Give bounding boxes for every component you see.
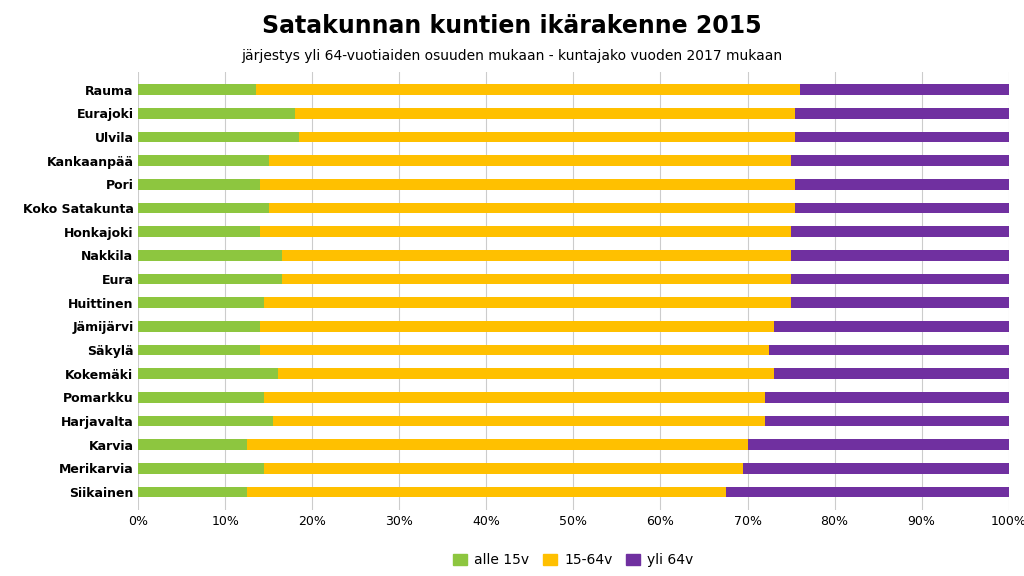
Bar	[260, 321, 774, 332]
Bar	[278, 369, 774, 379]
Bar	[282, 250, 791, 261]
Bar	[247, 487, 726, 497]
Bar	[769, 344, 1009, 355]
Bar	[792, 297, 1009, 308]
Bar	[138, 321, 260, 332]
Bar	[282, 274, 791, 285]
Bar	[264, 463, 743, 473]
Bar	[260, 344, 769, 355]
Bar	[264, 392, 765, 403]
Bar	[256, 85, 800, 95]
Bar	[792, 226, 1009, 237]
Bar	[138, 108, 295, 119]
Bar	[796, 203, 1009, 213]
Bar	[774, 369, 1009, 379]
Bar	[138, 226, 260, 237]
Bar	[726, 487, 1009, 497]
Bar	[138, 274, 282, 285]
Text: Satakunnan kuntien ikärakenne 2015: Satakunnan kuntien ikärakenne 2015	[262, 14, 762, 39]
Bar	[138, 344, 260, 355]
Bar	[247, 439, 748, 450]
Text: järjestys yli 64-vuotiaiden osuuden mukaan - kuntajako vuoden 2017 mukaan: järjestys yli 64-vuotiaiden osuuden muka…	[242, 49, 782, 63]
Bar	[792, 156, 1009, 166]
Bar	[792, 250, 1009, 261]
Bar	[138, 179, 260, 190]
Bar	[800, 85, 1009, 95]
Bar	[268, 203, 796, 213]
Bar	[299, 132, 796, 142]
Bar	[273, 416, 765, 426]
Bar	[138, 297, 264, 308]
Bar	[138, 369, 278, 379]
Bar	[774, 321, 1009, 332]
Bar	[260, 226, 792, 237]
Bar	[138, 392, 264, 403]
Bar	[138, 487, 247, 497]
Legend: alle 15v, 15-64v, yli 64v: alle 15v, 15-64v, yli 64v	[447, 548, 699, 573]
Bar	[138, 416, 273, 426]
Bar	[138, 439, 247, 450]
Bar	[748, 439, 1009, 450]
Bar	[268, 156, 791, 166]
Bar	[138, 463, 264, 473]
Bar	[796, 108, 1009, 119]
Bar	[138, 250, 282, 261]
Bar	[264, 297, 791, 308]
Bar	[138, 156, 268, 166]
Bar	[765, 392, 1009, 403]
Bar	[792, 274, 1009, 285]
Bar	[138, 203, 268, 213]
Bar	[138, 132, 299, 142]
Bar	[796, 179, 1009, 190]
Bar	[796, 132, 1009, 142]
Bar	[743, 463, 1009, 473]
Bar	[260, 179, 796, 190]
Bar	[765, 416, 1009, 426]
Bar	[138, 85, 256, 95]
Bar	[295, 108, 796, 119]
